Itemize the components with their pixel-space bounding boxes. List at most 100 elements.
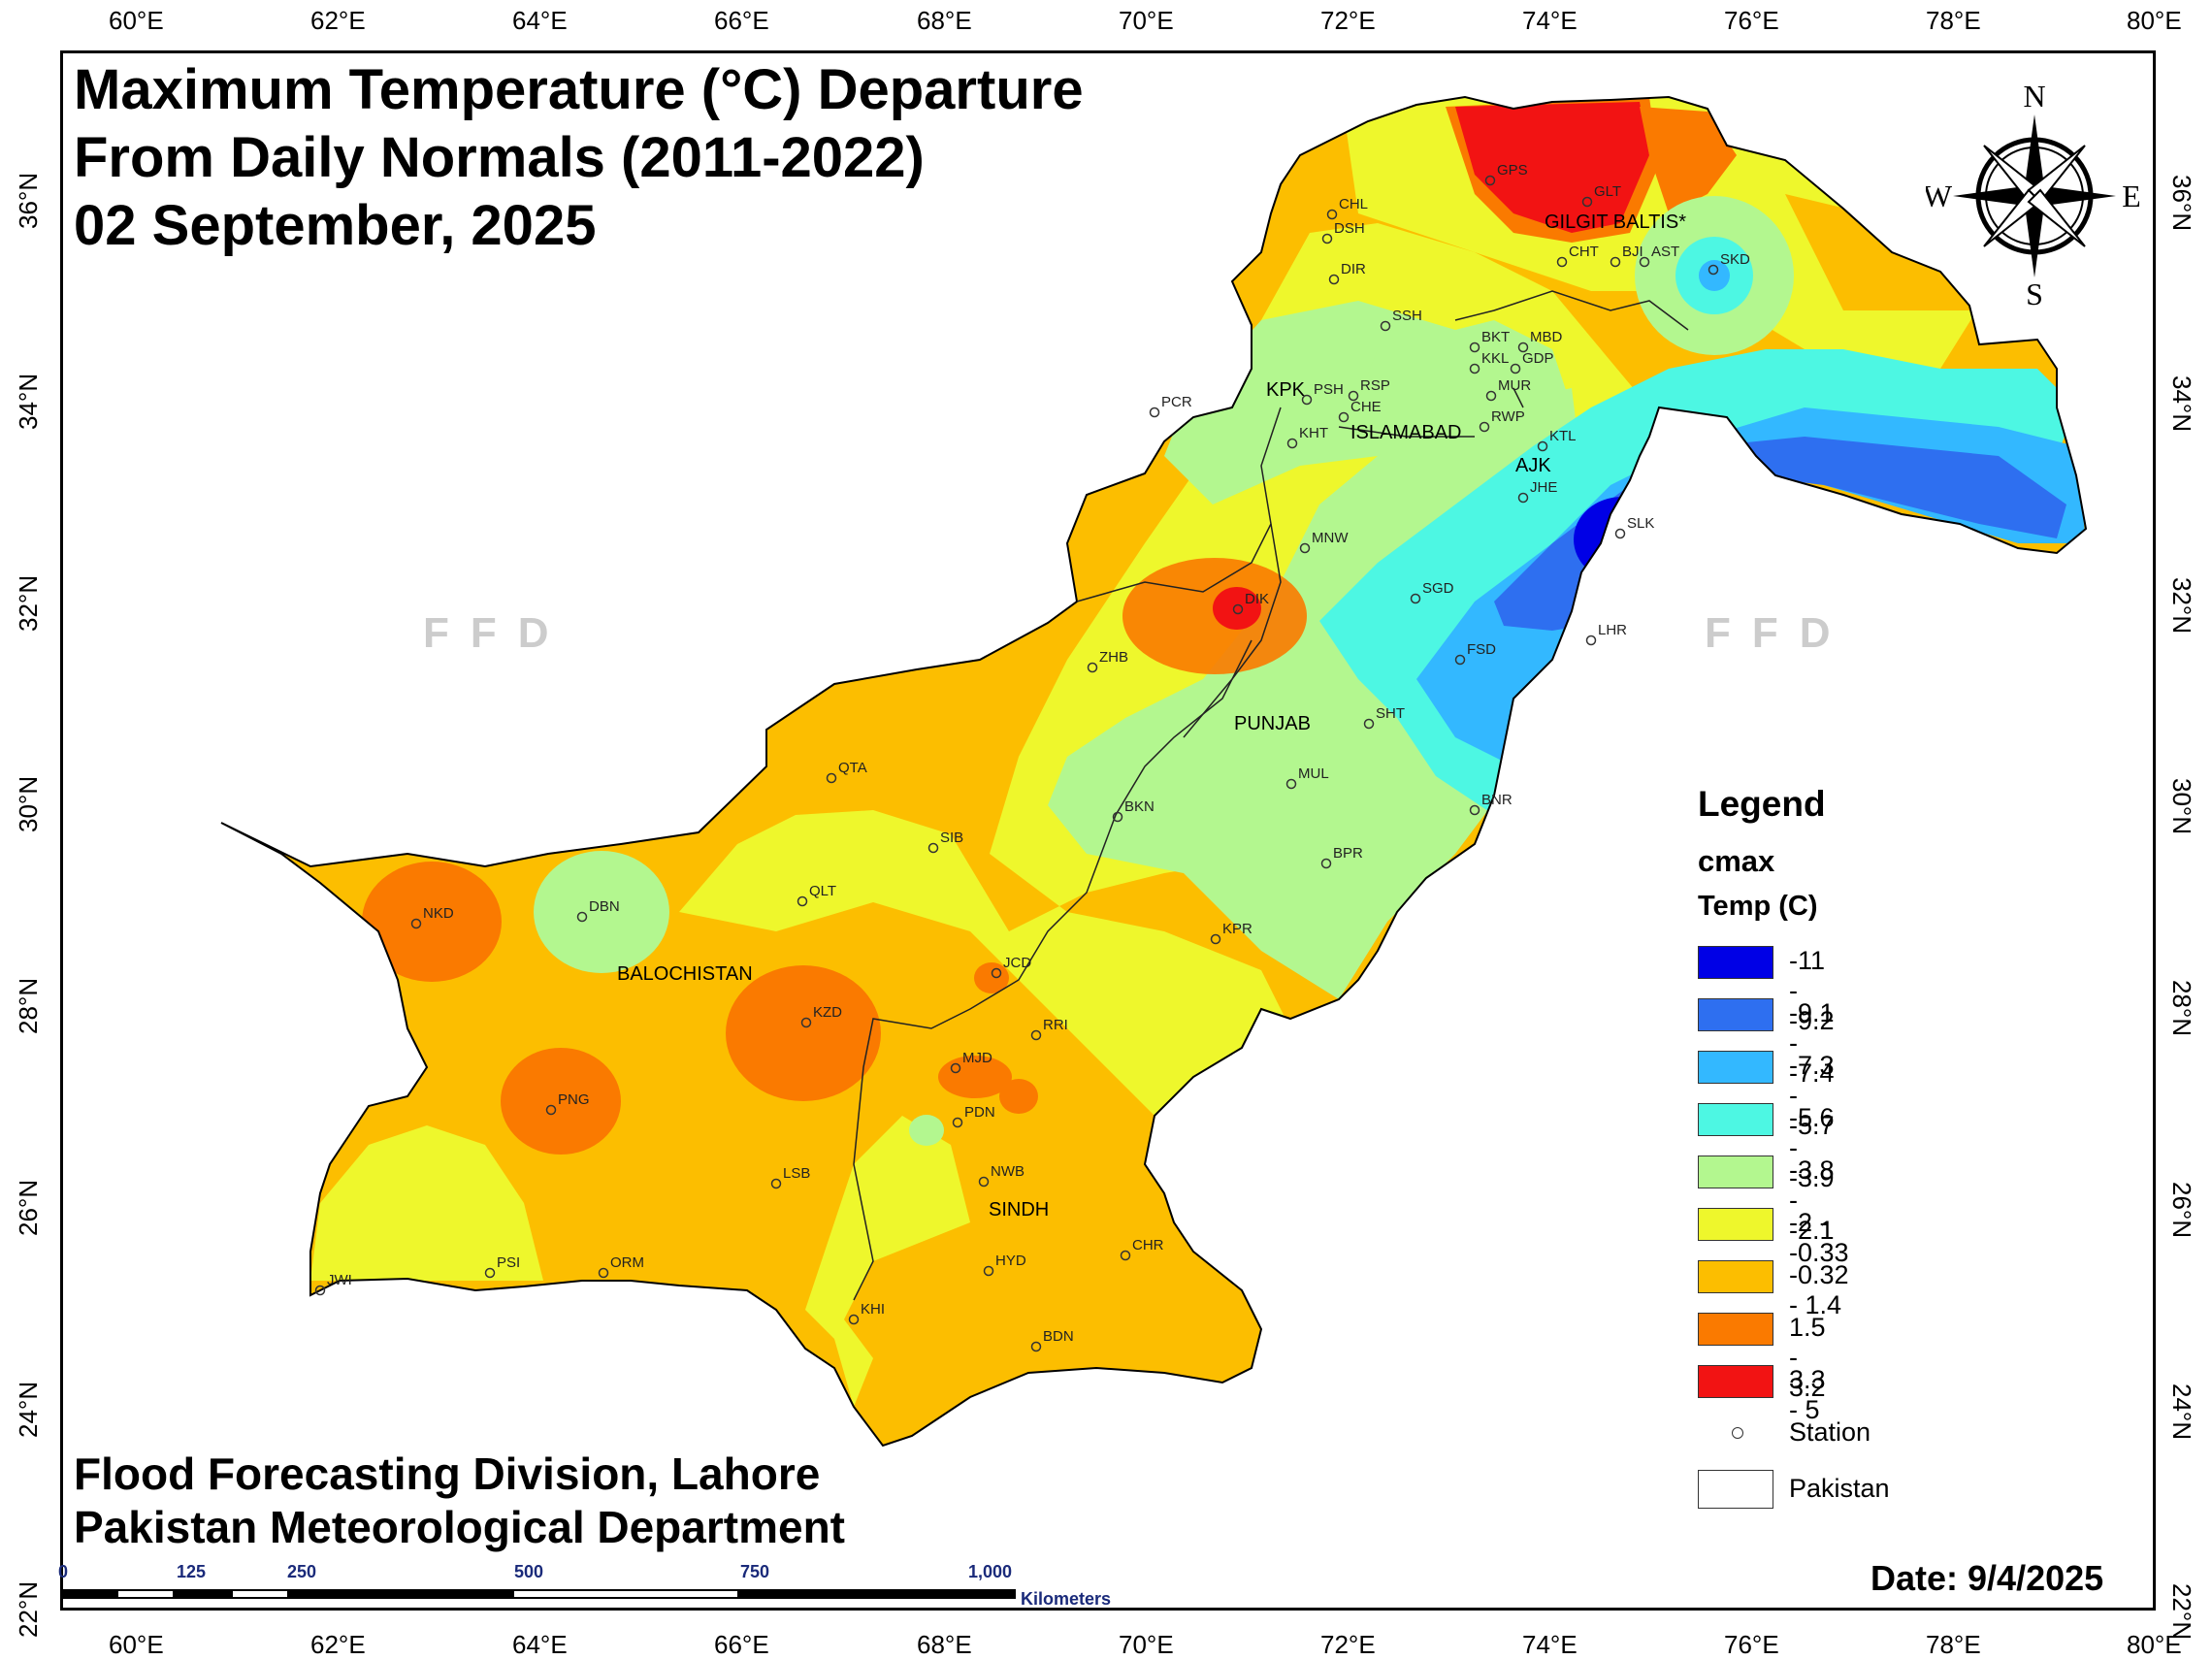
station-marker-gps — [1484, 175, 1496, 186]
station-marker-pcr — [1149, 407, 1160, 418]
station-marker-bji — [1610, 256, 1621, 268]
station-marker-ktl — [1537, 440, 1548, 452]
station-ktl: KTL — [1537, 428, 1577, 452]
station-label-mjd: MJD — [962, 1050, 992, 1066]
region-label-0: GILGIT BALTIS* — [1545, 212, 1686, 233]
station-kkl: KKL — [1469, 350, 1509, 374]
station-nkd: NKD — [410, 905, 454, 929]
legend-label-1: -9.1 - -7.4 — [1789, 998, 1835, 1088]
station-pcr: PCR — [1149, 394, 1192, 418]
lon-top-tick-0: 60°E — [109, 6, 164, 35]
station-label-ktl: KTL — [1549, 428, 1577, 444]
lon-bottom-tick-9: 78°E — [1926, 1630, 1981, 1659]
station-label-pdn: PDN — [964, 1104, 995, 1121]
station-label-zhb: ZHB — [1099, 649, 1128, 666]
station-label-che: CHE — [1350, 399, 1382, 415]
title-line-1: Maximum Temperature (°C) Departure — [74, 58, 1084, 121]
station-bkt: BKT — [1469, 329, 1510, 353]
scale-unit: Kilometers — [1021, 1589, 1111, 1609]
station-marker-mnw — [1299, 542, 1311, 554]
legend-pakistan-label: Pakistan — [1789, 1474, 1890, 1503]
station-dsh: DSH — [1321, 220, 1365, 244]
scale-label-4: 750 — [740, 1562, 769, 1581]
lon-top-tick-1: 62°E — [310, 6, 366, 35]
station-marker-dbn — [576, 911, 588, 923]
station-orm: ORM — [598, 1254, 644, 1279]
lon-top-tick-2: 64°E — [512, 6, 568, 35]
station-label-mbd: MBD — [1530, 329, 1563, 345]
station-label-mnw: MNW — [1312, 530, 1349, 546]
station-mur: MUR — [1485, 377, 1531, 402]
station-sgd: SGD — [1410, 580, 1454, 604]
station-mbd: MBD — [1517, 329, 1563, 353]
lon-top-tick-10: 80°E — [2127, 6, 2182, 35]
watermark-left: FFD — [423, 609, 570, 657]
station-dik: DIK — [1232, 591, 1269, 615]
legend: Legend cmax Temp (C) -11 - -9.2 -9.1 - -7… — [1698, 784, 1890, 1509]
legend-layer: cmax — [1698, 844, 1775, 878]
lon-bottom-tick-10: 80°E — [2127, 1630, 2182, 1659]
lon-bottom-tick-8: 76°E — [1724, 1630, 1779, 1659]
station-jwi: JWI — [314, 1272, 352, 1296]
station-label-khi: KHI — [861, 1301, 885, 1318]
lon-bottom-tick-3: 66°E — [714, 1630, 769, 1659]
station-kpr: KPR — [1210, 921, 1252, 945]
station-marker-dir — [1328, 274, 1340, 285]
lon-bottom-tick-4: 68°E — [917, 1630, 972, 1659]
station-label-bkn: BKN — [1124, 798, 1155, 815]
station-label-gps: GPS — [1497, 162, 1528, 179]
map-date: Date: 9/4/2025 — [1870, 1558, 2104, 1598]
station-marker-rsp — [1348, 390, 1359, 402]
station-marker-nwb — [978, 1176, 990, 1188]
station-label-jcd: JCD — [1003, 955, 1031, 971]
station-dir: DIR — [1328, 261, 1366, 285]
region-label-4: PUNJAB — [1234, 713, 1311, 734]
station-rri: RRI — [1030, 1017, 1068, 1041]
lon-top-tick-7: 74°E — [1522, 6, 1578, 35]
station-label-bpr: BPR — [1333, 845, 1363, 862]
station-marker-orm — [598, 1267, 609, 1279]
station-label-rsp: RSP — [1360, 377, 1390, 394]
station-marker-glt — [1581, 196, 1593, 208]
station-lhr: LHR — [1585, 622, 1627, 646]
station-marker-bkt — [1469, 342, 1480, 353]
station-marker-zhb — [1087, 662, 1098, 673]
station-marker-bnr — [1469, 804, 1480, 816]
station-rsp: RSP — [1348, 377, 1390, 402]
region-labels: GILGIT BALTIS* KPK ISLAMABAD AJK PUNJAB BALOC… — [617, 212, 1686, 1221]
station-label-rri: RRI — [1043, 1017, 1068, 1033]
station-marker-dsh — [1321, 233, 1333, 244]
region-label-6: SINDH — [989, 1199, 1049, 1221]
station-slk: SLK — [1614, 515, 1654, 539]
station-label-bnr: BNR — [1481, 792, 1513, 808]
legend-field: Temp (C) — [1698, 891, 1818, 922]
legend-label-7: 1.5 - 3.2 — [1789, 1313, 1826, 1402]
station-mul: MUL — [1285, 765, 1329, 790]
station-khi: KHI — [848, 1301, 885, 1325]
station-label-dsh: DSH — [1334, 220, 1365, 237]
station-marker-sgd — [1410, 593, 1421, 604]
station-label-kpr: KPR — [1222, 921, 1252, 937]
station-marker-bkn — [1112, 811, 1123, 823]
station-label-ast: AST — [1651, 244, 1679, 260]
lon-bottom-tick-1: 62°E — [310, 1630, 366, 1659]
legend-station-label: Station — [1789, 1417, 1871, 1447]
scale-label-3: 500 — [514, 1562, 543, 1581]
lon-bottom-tick-6: 72°E — [1320, 1630, 1376, 1659]
station-che: CHE — [1338, 399, 1382, 423]
station-ssh: SSH — [1380, 308, 1422, 332]
station-marker-ssh — [1380, 320, 1391, 332]
station-marker-png — [545, 1104, 557, 1116]
station-fsd: FSD — [1454, 641, 1496, 666]
station-qta: QTA — [826, 760, 867, 784]
station-label-png: PNG — [558, 1091, 590, 1108]
station-label-lsb: LSB — [783, 1165, 810, 1182]
station-label-kht: KHT — [1299, 425, 1328, 441]
station-marker-bpr — [1320, 858, 1332, 869]
station-marker-mbd — [1517, 342, 1529, 353]
station-label-kzd: KZD — [813, 1004, 842, 1021]
station-label-glt: GLT — [1594, 183, 1621, 200]
station-pdn: PDN — [952, 1104, 995, 1128]
legend-swatch-6 — [1698, 1260, 1773, 1293]
